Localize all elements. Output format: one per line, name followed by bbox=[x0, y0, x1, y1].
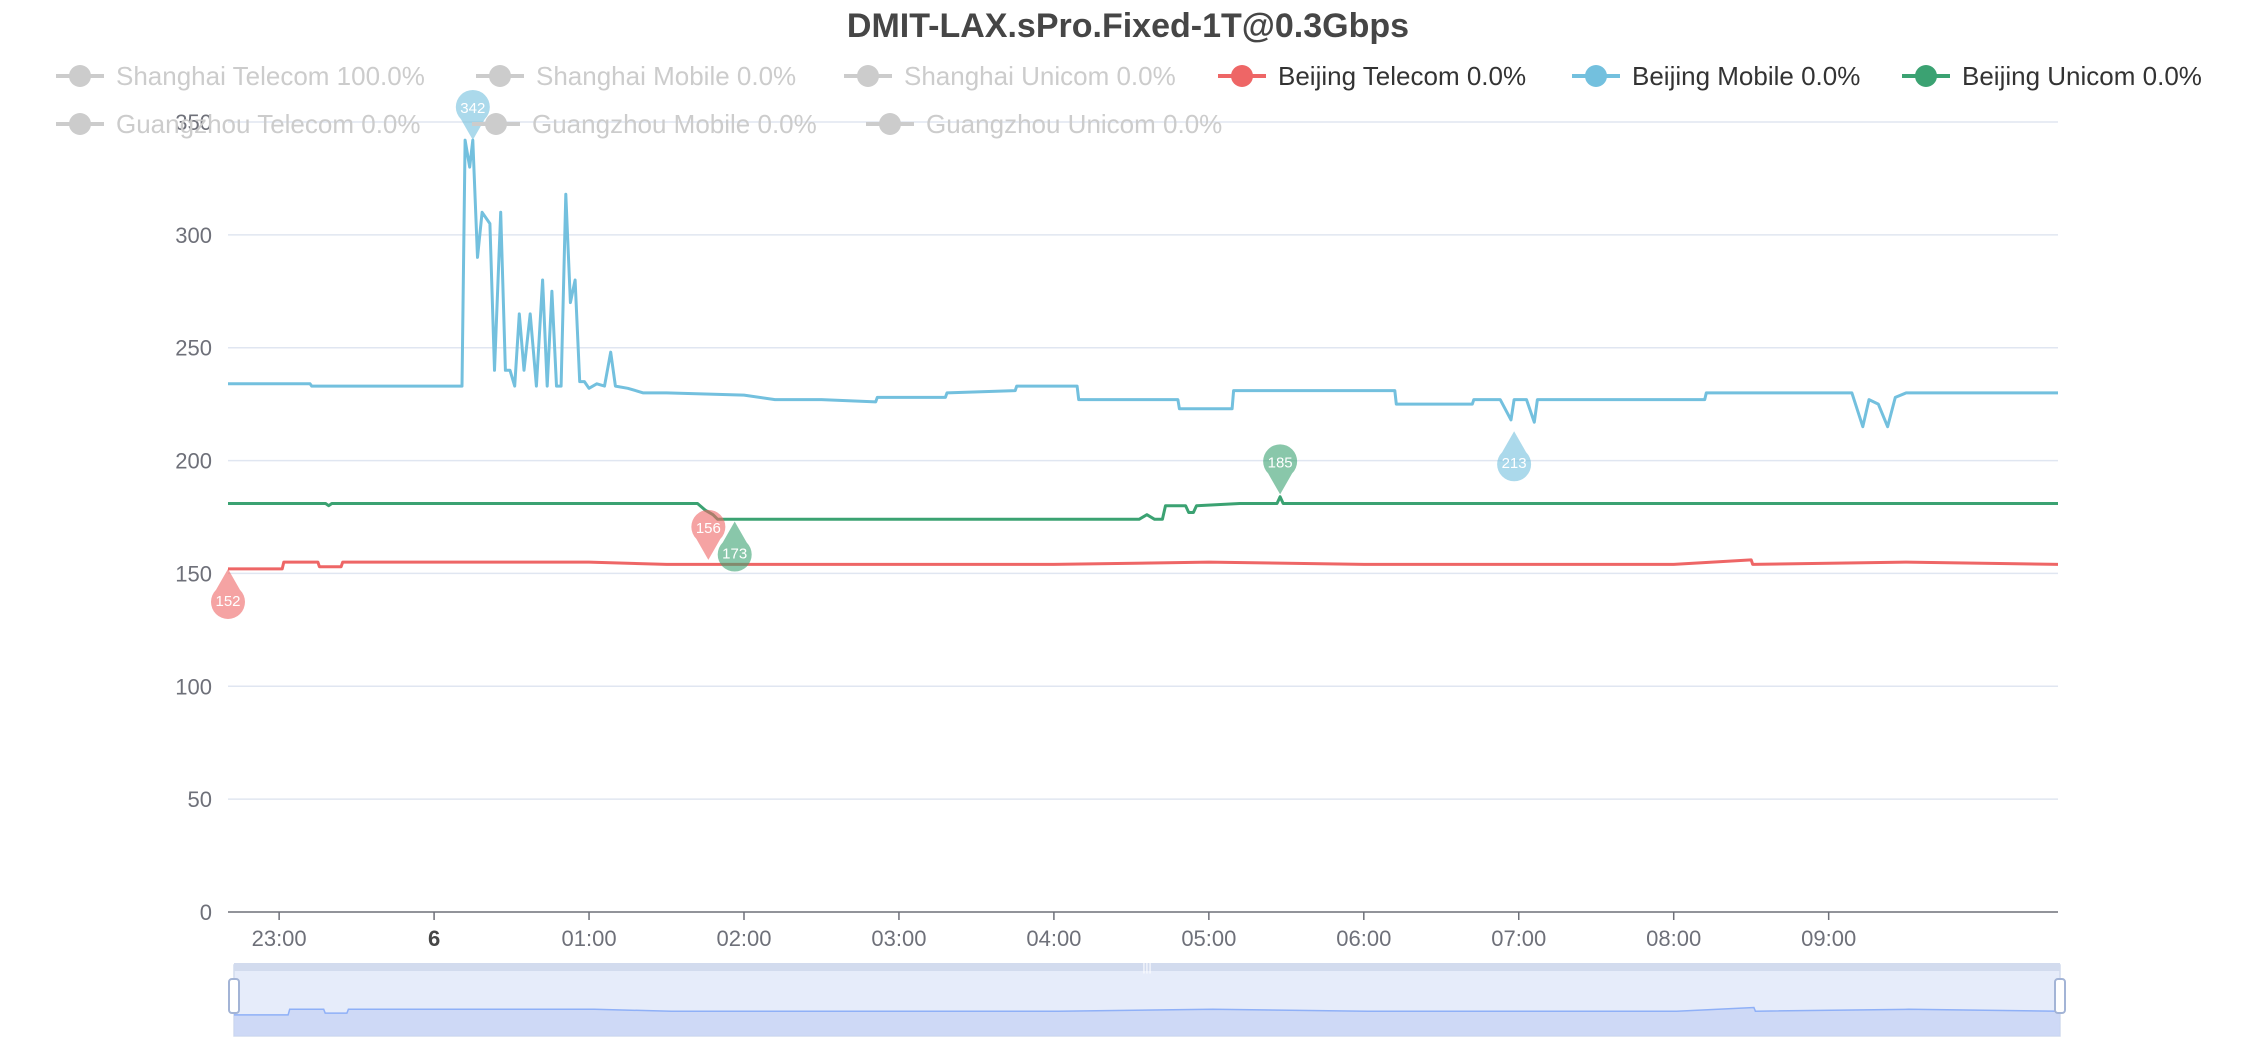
legend-item[interactable]: Shanghai Unicom 0.0% bbox=[844, 61, 1176, 91]
legend-label: Shanghai Telecom 100.0% bbox=[116, 61, 425, 91]
slider-grip-icon: ||| bbox=[1142, 960, 1151, 974]
legend-dot-icon bbox=[1915, 65, 1937, 87]
x-tick-label: 06:00 bbox=[1336, 926, 1391, 951]
x-tick-label: 04:00 bbox=[1026, 926, 1081, 951]
y-tick-label: 150 bbox=[175, 561, 212, 586]
x-tick-label: 23:00 bbox=[252, 926, 307, 951]
y-tick-label: 300 bbox=[175, 223, 212, 248]
markpoint-label: 152 bbox=[215, 593, 240, 610]
legend-item[interactable]: Beijing Mobile 0.0% bbox=[1572, 61, 1860, 91]
markpoint-label: 185 bbox=[1268, 454, 1293, 471]
legend-dot-icon bbox=[1585, 65, 1607, 87]
y-tick-label: 0 bbox=[200, 900, 212, 925]
legend-item[interactable]: Guangzhou Mobile 0.0% bbox=[472, 109, 817, 139]
legend-item[interactable]: Shanghai Mobile 0.0% bbox=[476, 61, 796, 91]
x-tick-label: 07:00 bbox=[1491, 926, 1546, 951]
markpoint-shape bbox=[1497, 431, 1532, 482]
legend-item[interactable]: Guangzhou Telecom 0.0% bbox=[56, 109, 421, 139]
y-tick-label: 200 bbox=[175, 449, 212, 474]
x-tick-label: 03:00 bbox=[871, 926, 926, 951]
x-axis: 23:00 6 01:00 02:00 03:00 04:00 05:00 06:00 07:0… bbox=[252, 912, 1856, 951]
data-zoom-slider[interactable]: ||| bbox=[228, 960, 2066, 1037]
chart-title: DMIT-LAX.sPro.Fixed-1T@0.3Gbps bbox=[847, 7, 1409, 45]
markpoint-shape bbox=[210, 568, 245, 619]
x-tick-label: 08:00 bbox=[1646, 926, 1701, 951]
legend-item[interactable]: Shanghai Telecom 100.0% bbox=[56, 61, 425, 91]
legend-dot-icon bbox=[879, 113, 901, 135]
series-line-beijing-telecom bbox=[228, 558, 2059, 571]
y-tick-label: 350 bbox=[175, 110, 212, 135]
legend[interactable]: Shanghai Telecom 100.0% Shanghai Mobile 0… bbox=[56, 61, 2202, 139]
x-tick-label: 01:00 bbox=[562, 926, 617, 951]
markpoint-pin[interactable]: 173 bbox=[717, 521, 752, 572]
legend-dot-icon bbox=[69, 113, 91, 135]
legend-label: Beijing Unicom 0.0% bbox=[1962, 61, 2202, 91]
markpoints: 152 156 342 213 185 173 bbox=[210, 90, 1532, 619]
legend-item[interactable]: Beijing Telecom 0.0% bbox=[1218, 61, 1526, 91]
slider-handle-left[interactable] bbox=[228, 978, 240, 1014]
slider-move-bar[interactable] bbox=[234, 963, 2060, 971]
legend-item[interactable]: Guangzhou Unicom 0.0% bbox=[866, 109, 1222, 139]
legend-label: Beijing Telecom 0.0% bbox=[1278, 61, 1526, 91]
legend-dot-icon bbox=[857, 65, 879, 87]
markpoint-shape bbox=[1263, 444, 1298, 495]
markpoint-label: 342 bbox=[460, 100, 485, 117]
series-line-beijing-unicom bbox=[228, 495, 2058, 521]
legend-label: Guangzhou Mobile 0.0% bbox=[532, 109, 817, 139]
legend-label: Shanghai Unicom 0.0% bbox=[904, 61, 1176, 91]
slider-handle-right[interactable] bbox=[2054, 978, 2066, 1014]
y-tick-label: 100 bbox=[175, 674, 212, 699]
plot-area bbox=[228, 138, 2059, 571]
legend-item[interactable]: Beijing Unicom 0.0% bbox=[1902, 61, 2202, 91]
markpoint-pin[interactable]: 152 bbox=[210, 568, 245, 619]
markpoint-pin[interactable]: 156 bbox=[691, 509, 726, 560]
legend-label: Shanghai Mobile 0.0% bbox=[536, 61, 796, 91]
legend-label: Guangzhou Unicom 0.0% bbox=[926, 109, 1222, 139]
markpoint-pin[interactable]: 185 bbox=[1263, 444, 1298, 495]
x-tick-label: 09:00 bbox=[1801, 926, 1856, 951]
x-tick-label: 6 bbox=[428, 926, 440, 951]
slider-preview-area bbox=[234, 1007, 2060, 1036]
y-tick-label: 250 bbox=[175, 336, 212, 361]
markpoint-pin[interactable]: 213 bbox=[1497, 431, 1532, 482]
slider-preview-line bbox=[234, 1006, 2061, 1016]
x-tick-label: 02:00 bbox=[716, 926, 771, 951]
series-line-beijing-mobile bbox=[228, 138, 2058, 429]
y-axis: 0 50 100 150 200 250 300 350 bbox=[175, 110, 212, 925]
legend-dot-icon bbox=[485, 113, 507, 135]
y-tick-label: 50 bbox=[188, 787, 212, 812]
legend-dot-icon bbox=[1231, 65, 1253, 87]
markpoint-label: 173 bbox=[722, 546, 747, 563]
markpoint-label: 213 bbox=[1502, 455, 1527, 472]
legend-label: Guangzhou Telecom 0.0% bbox=[116, 109, 421, 139]
markpoint-pin[interactable]: 342 bbox=[455, 90, 490, 141]
markpoint-shape bbox=[691, 509, 726, 560]
legend-dot-icon bbox=[69, 65, 91, 87]
legend-dot-icon bbox=[489, 65, 511, 87]
markpoint-shape bbox=[717, 521, 752, 572]
markpoint-shape bbox=[455, 90, 490, 141]
markpoint-label: 156 bbox=[696, 520, 721, 537]
x-tick-label: 05:00 bbox=[1181, 926, 1236, 951]
legend-label: Beijing Mobile 0.0% bbox=[1632, 61, 1860, 91]
